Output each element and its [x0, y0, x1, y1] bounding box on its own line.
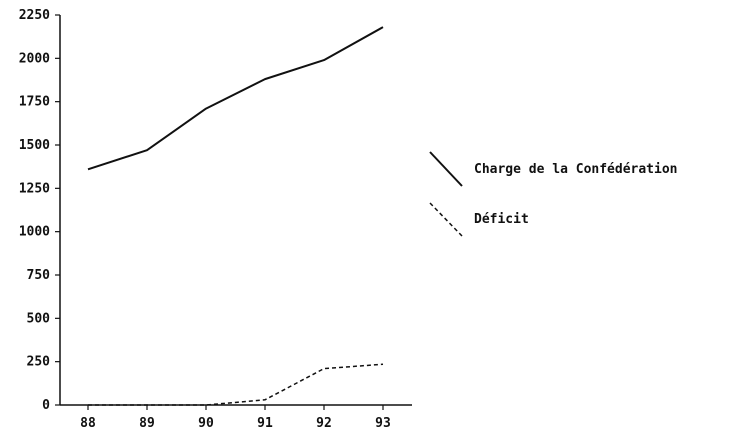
y-tick-label: 0 [42, 398, 50, 413]
x-tick-label: 88 [80, 416, 96, 431]
x-tick-label: 90 [198, 416, 214, 431]
x-axis-ticks: 88 89 90 91 92 93 [80, 405, 391, 431]
y-tick-label: 1500 [19, 138, 50, 153]
y-tick-label: 2000 [19, 51, 50, 66]
x-tick-label: 92 [316, 416, 332, 431]
y-tick-label: 2250 [19, 8, 50, 23]
chart-legend: Charge de la Confédération Déficit [429, 151, 678, 237]
y-axis-ticks: 0 250 500 750 1000 1250 1500 1750 2000 2250 [19, 8, 60, 413]
legend-swatch-deficit [429, 202, 463, 237]
y-tick-label: 250 [27, 355, 51, 370]
series-line-deficit [88, 363, 384, 406]
y-tick-label: 1000 [19, 225, 50, 240]
legend-label-charge: Charge de la Confédération [474, 162, 678, 177]
chart-series [87, 26, 384, 406]
y-tick-label: 500 [27, 311, 51, 326]
y-tick-label: 750 [27, 268, 51, 283]
legend-swatch-charge [429, 151, 463, 187]
y-tick-label: 1750 [19, 95, 50, 110]
legend-label-deficit: Déficit [474, 212, 529, 227]
series-line-charge [87, 26, 384, 171]
x-tick-label: 89 [139, 416, 155, 431]
y-tick-label: 1250 [19, 181, 50, 196]
x-tick-label: 91 [257, 416, 273, 431]
x-tick-label: 93 [375, 416, 391, 431]
chart-axes [59, 15, 412, 406]
